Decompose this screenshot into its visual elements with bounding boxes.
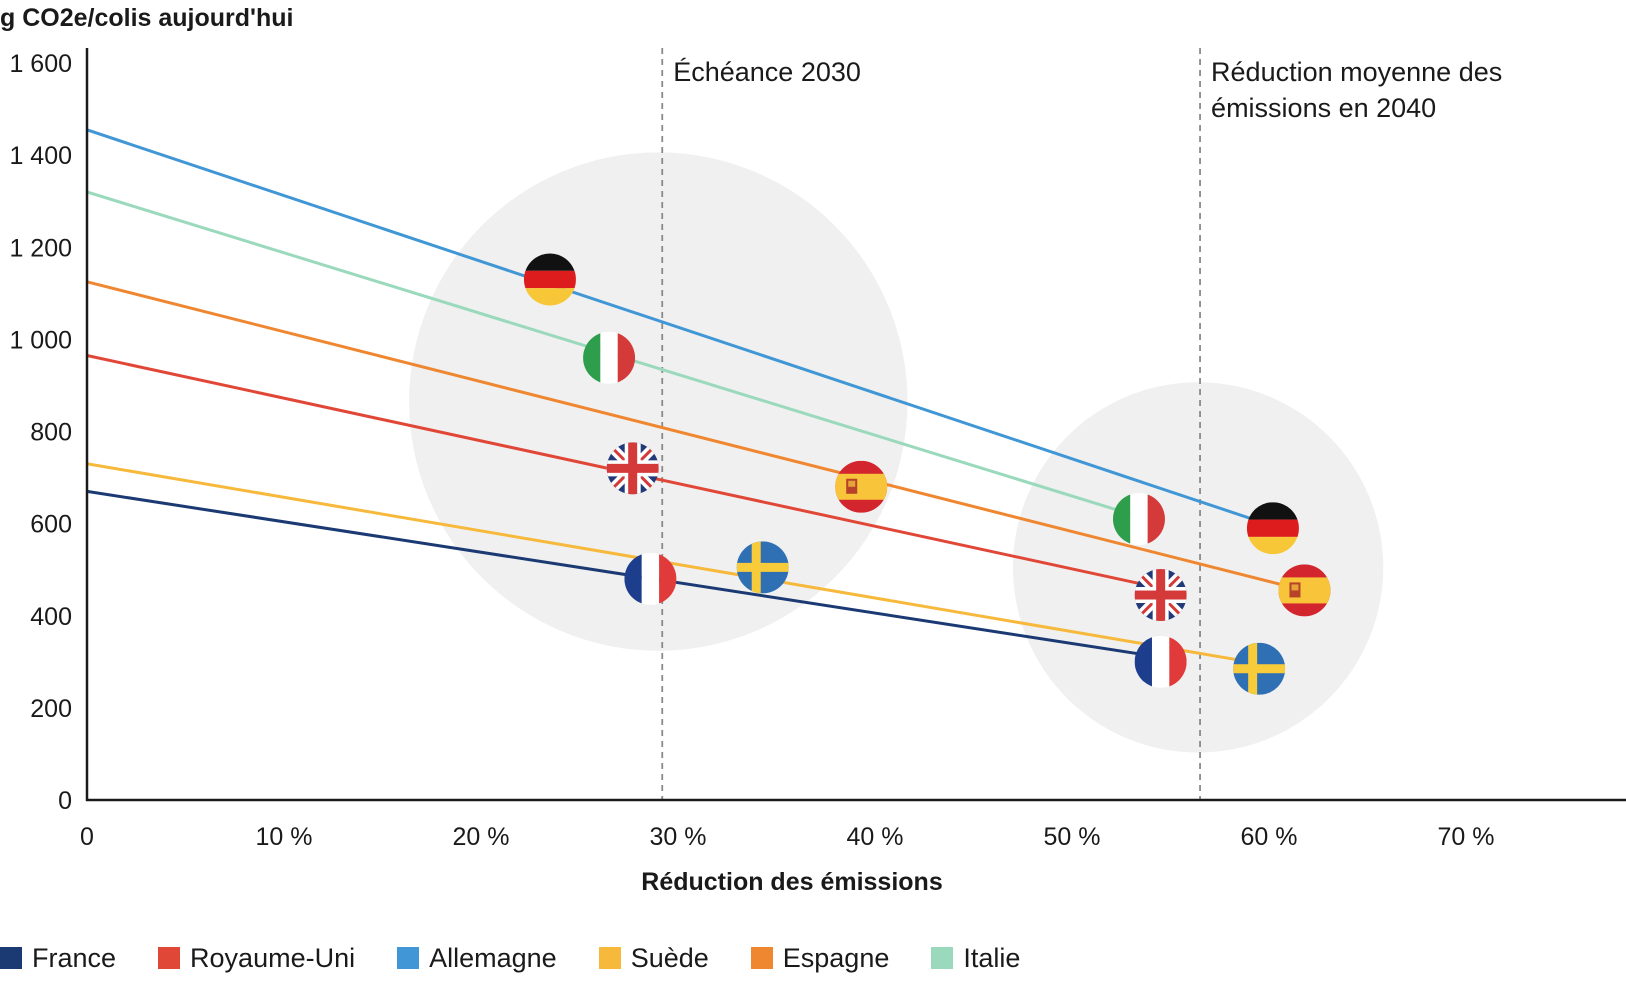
series-line-france xyxy=(86,489,1161,659)
y-tick-label: 800 xyxy=(30,419,72,447)
x-tick-label: 60 % xyxy=(1241,823,1298,851)
tick-labels: 0 200 400 600 800 1 000 1 200 1 400 1 600 0 10 % 20… xyxy=(9,50,1494,851)
x-tick-label: 50 % xyxy=(1044,823,1101,851)
y-axis-title: g CO2e/colis aujourd'hui xyxy=(0,4,293,32)
series-line-germany xyxy=(86,128,1274,528)
italy-flag-icon xyxy=(583,331,636,384)
flag-markers xyxy=(523,253,1331,695)
annotation-text-2: émissions en 2040 xyxy=(1211,93,1436,123)
united-kingdom-flag-icon xyxy=(606,442,659,495)
y-tick-label: 200 xyxy=(30,695,72,723)
axes xyxy=(85,48,1626,802)
x-tick-label: 20 % xyxy=(453,823,510,851)
legend-swatch xyxy=(750,947,773,969)
annotation-text-1: Échéance 2030 xyxy=(673,57,861,87)
chart: Échéance 2030 Réduction moyenne des émissi… xyxy=(0,4,1626,896)
legend-swatch xyxy=(0,947,22,969)
series-lines xyxy=(86,128,1305,664)
y-tick-label: 1 200 xyxy=(9,234,72,262)
spain-flag-icon xyxy=(835,460,888,513)
x-tick-label: 10 % xyxy=(256,823,313,851)
france-flag-icon xyxy=(624,552,677,605)
legend-item-italy: Italie xyxy=(931,943,1020,974)
italy-flag-icon xyxy=(1112,493,1165,546)
sweden-flag-icon xyxy=(1233,642,1286,695)
series-line-spain xyxy=(86,280,1305,592)
y-tick-label: 1 400 xyxy=(9,142,72,170)
legend-item-united-kingdom: Royaume-Uni xyxy=(158,943,355,974)
legend: France Royaume-Uni Allemagne Suède Espagne It… xyxy=(0,940,1062,976)
legend-swatch xyxy=(397,947,420,969)
annotation-text-2: Réduction moyenne des xyxy=(1211,57,1502,87)
x-tick-label: 0 xyxy=(80,823,94,851)
legend-label: Allemagne xyxy=(429,942,557,973)
x-tick-label: 40 % xyxy=(847,823,904,851)
x-tick-label: 70 % xyxy=(1438,823,1495,851)
legend-label: Suède xyxy=(630,942,709,973)
y-tick-label: 400 xyxy=(30,603,72,631)
legend-label: Royaume-Uni xyxy=(190,942,356,973)
legend-swatch xyxy=(598,947,621,969)
sweden-flag-icon xyxy=(736,541,789,594)
germany-flag-icon xyxy=(1246,502,1299,555)
x-tick-label: 30 % xyxy=(650,823,707,851)
legend-label: Italie xyxy=(963,942,1021,973)
legend-item-spain: Espagne xyxy=(750,942,890,974)
france-flag-icon xyxy=(1134,635,1187,688)
united-kingdom-flag-icon xyxy=(1134,569,1187,622)
legend-label: France xyxy=(32,942,117,973)
legend-swatch xyxy=(158,947,181,969)
legend-item-germany: Allemagne xyxy=(397,943,557,974)
y-tick-label: 1 600 xyxy=(9,50,72,78)
annotations: Échéance 2030 Réduction moyenne des émissi… xyxy=(661,48,1502,800)
legend-swatch xyxy=(931,947,954,969)
spain-flag-icon xyxy=(1278,564,1331,617)
legend-item-france: France xyxy=(0,943,116,974)
germany-flag-icon xyxy=(523,253,576,306)
legend-label: Espagne xyxy=(782,942,890,973)
highlight-region-2 xyxy=(1012,382,1384,753)
x-axis-title: Réduction des émissions xyxy=(641,868,942,896)
legend-item-sweden: Suède xyxy=(598,942,709,974)
y-tick-label: 1 000 xyxy=(9,326,72,354)
y-tick-label: 0 xyxy=(58,787,72,815)
y-tick-label: 600 xyxy=(30,511,72,539)
